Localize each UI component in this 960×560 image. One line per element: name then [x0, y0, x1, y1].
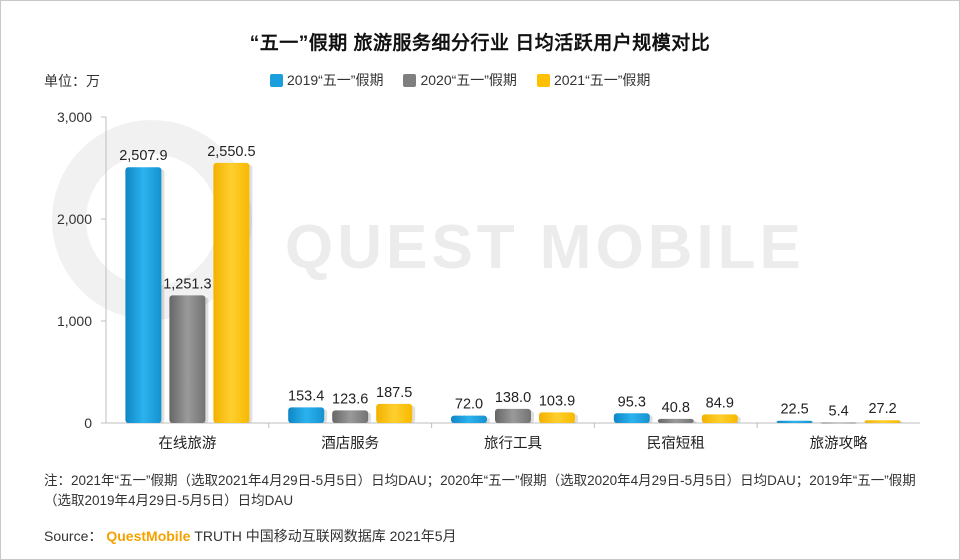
bar: [820, 422, 857, 424]
bar: [332, 410, 369, 423]
data-label: 72.0: [455, 397, 483, 413]
legend-label-2019: 2019“五一”假期: [287, 72, 384, 88]
data-label: 1,251.3: [163, 276, 211, 292]
source-rest: TRUTH 中国移动互联网数据库 2021年5月: [194, 528, 457, 544]
bar: [657, 418, 694, 423]
data-label: 22.5: [780, 402, 808, 418]
data-label: 138.0: [495, 390, 531, 406]
data-label: 2,550.5: [207, 144, 255, 160]
bar: [864, 420, 901, 423]
footnote: 注：2021年“五一”假期（选取2021年4月29日-5月5日）日均DAU；20…: [44, 473, 916, 508]
legend-swatch-2020: [403, 73, 417, 87]
data-label: 40.8: [662, 400, 690, 416]
bar: [495, 408, 531, 423]
bar: [613, 413, 650, 423]
data-label: 2,507.9: [119, 148, 167, 164]
axes: 0 1,000 2,000 3,000 在线旅游 酒店服务 旅行工具 民宿短租 旅游攻略: [57, 109, 920, 452]
unit-label: 单位：万: [44, 73, 100, 89]
data-label: 103.9: [539, 393, 575, 409]
data-label: 27.2: [868, 401, 896, 417]
bar: [169, 295, 206, 423]
legend-swatch-2019: [270, 73, 283, 87]
x-tick-label: 旅游攻略: [810, 435, 868, 452]
y-tick-label: 0: [84, 415, 92, 431]
x-tick-label: 在线旅游: [158, 435, 216, 452]
legend-label-2020: 2020“五一”假期: [420, 72, 517, 88]
legend-item-2019: 2019“五一”假期: [270, 70, 383, 90]
legend-swatch-2021: [536, 73, 550, 87]
data-label: 123.6: [332, 391, 368, 407]
y-tick-label: 3,000: [57, 109, 92, 125]
bar: [451, 415, 487, 423]
y-tick-label: 2,000: [57, 211, 92, 227]
chart-title: “五一”假期 旅游服务细分行业 日均活跃用户规模对比: [249, 33, 711, 54]
legend: 2019“五一”假期 2020“五一”假期 2021“五一”假期: [270, 70, 650, 90]
bar: [376, 403, 413, 423]
watermark: QUEST MOBILE: [285, 213, 805, 282]
bar: [125, 167, 162, 423]
data-label: 187.5: [376, 385, 412, 401]
bar: [213, 162, 250, 423]
legend-item-2021: 2021“五一”假期: [536, 70, 651, 90]
data-label: 84.9: [706, 395, 734, 411]
x-tick-label: 民宿短租: [647, 435, 705, 452]
data-label: 153.4: [288, 388, 324, 404]
source-prefix: Source：: [44, 528, 103, 544]
y-tick-label: 1,000: [57, 313, 92, 329]
bar: [776, 420, 813, 423]
data-labels: 2,507.9 1,251.3 2,550.5 153.4 123.6 187.5 72.0…: [119, 144, 897, 420]
source-line: Source： QuestMobile TRUTH 中国移动互联网数据库 202…: [44, 526, 457, 546]
bar: [539, 412, 575, 423]
bars: [125, 162, 904, 424]
x-tick-label: 旅行工具: [484, 435, 542, 452]
bar: [701, 414, 738, 423]
source-brand: QuestMobile: [106, 528, 191, 544]
bar: [288, 407, 325, 423]
data-label: 95.3: [618, 394, 646, 410]
legend-label-2021: 2021“五一”假期: [553, 72, 651, 88]
legend-item-2020: 2020“五一”假期: [403, 70, 517, 90]
data-label: 5.4: [829, 403, 849, 419]
x-tick-label: 酒店服务: [321, 435, 379, 452]
